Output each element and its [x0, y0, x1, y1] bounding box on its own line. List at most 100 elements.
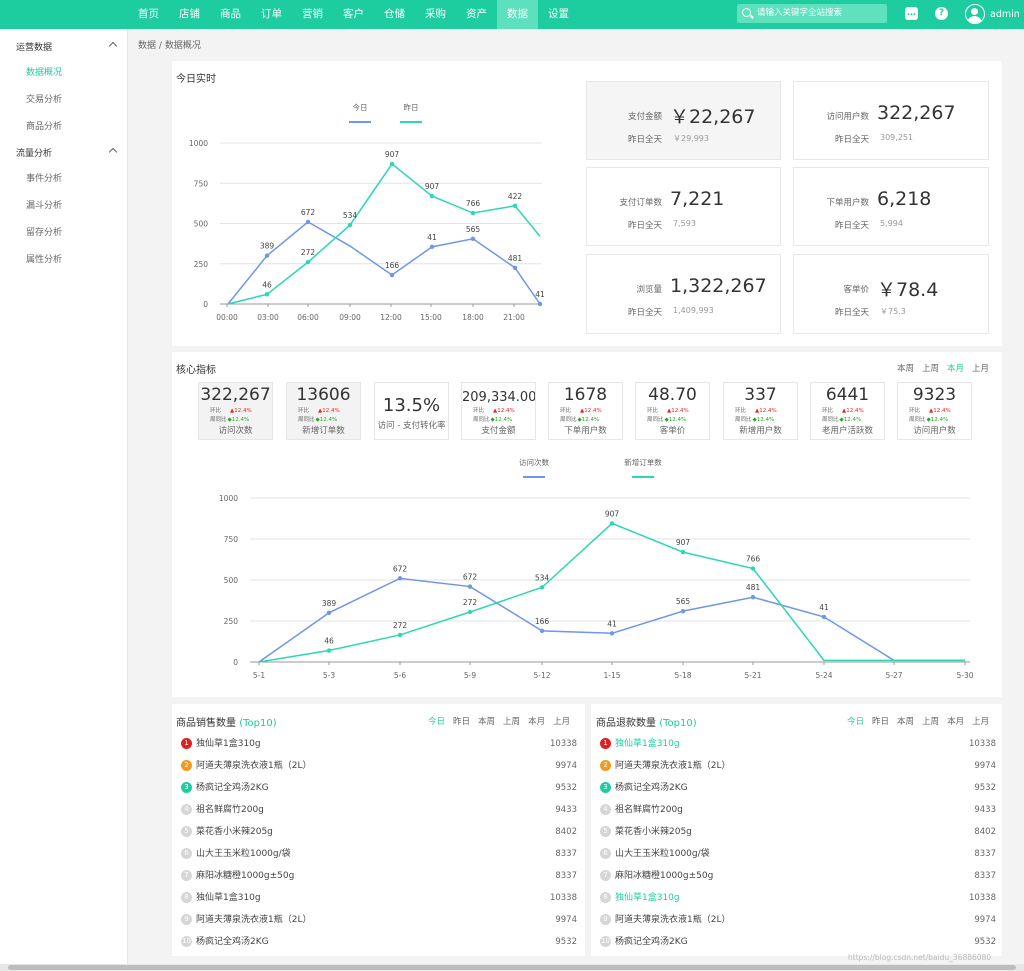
period-tab-0[interactable]: 今日: [847, 717, 865, 727]
nav-item-10[interactable]: 设置: [548, 8, 569, 20]
data-point[interactable]: [305, 259, 311, 265]
kpi-card-5[interactable]: 客单价 ￥78.4 昨日全天 ￥75.3: [793, 254, 989, 334]
rank-row[interactable]: 6 山大王玉米粒1000g/袋 8337: [600, 843, 996, 865]
period-tab-2[interactable]: 本周: [897, 717, 915, 727]
period-tab-5[interactable]: 上月: [972, 717, 990, 727]
period-tab-0[interactable]: 本周: [897, 364, 915, 374]
rank-row[interactable]: 3 杨疯记全鸡汤2KG 9532: [181, 777, 577, 799]
rank-row[interactable]: 3 杨疯记全鸡汤2KG 9532: [600, 777, 996, 799]
metric-card-0[interactable]: 322,267 环比 ▲12.4% 周同比◆12.4% 访问次数: [198, 382, 273, 440]
sidebar-item-goods[interactable]: 商品分析: [26, 122, 63, 132]
rank-row[interactable]: 4 祖名鲜腐竹200g 9433: [181, 799, 577, 821]
rank-row[interactable]: 7 麻阳冰糖橙1000g±50g 8337: [600, 865, 996, 887]
sidebar-item-retention[interactable]: 留存分析: [26, 228, 63, 238]
data-point[interactable]: [467, 584, 473, 589]
nav-item-7[interactable]: 采购: [425, 8, 446, 20]
sidebar-item-overview[interactable]: 数据概况: [26, 68, 63, 78]
data-point[interactable]: [609, 521, 615, 526]
legend-visits[interactable]: 访问次数: [512, 457, 556, 478]
nav-item-4[interactable]: 营销: [302, 8, 323, 20]
kpi-card-2[interactable]: 支付订单数 7,221 昨日全天 7,593: [586, 167, 781, 246]
data-point[interactable]: [389, 272, 395, 278]
rank-row[interactable]: 9 阿道夫薄泉洗衣液1瓶（2L） 9974: [181, 909, 577, 931]
data-point[interactable]: [389, 161, 395, 167]
data-point[interactable]: [512, 265, 518, 270]
period-tab-1[interactable]: 昨日: [453, 717, 471, 727]
legend-today[interactable]: 今日: [345, 102, 375, 123]
sidebar-item-event[interactable]: 事件分析: [26, 174, 63, 184]
data-point[interactable]: [264, 253, 270, 258]
avatar-icon[interactable]: [965, 4, 985, 24]
rank-row[interactable]: 7 麻阳冰糖橙1000g±50g 8337: [181, 865, 577, 887]
search-input[interactable]: 请输入关键字全站搜索: [737, 4, 887, 23]
data-point[interactable]: [750, 595, 756, 600]
kpi-card-4[interactable]: 浏览量 1,322,267 昨日全天 1,409,993: [586, 254, 781, 334]
rank-row[interactable]: 8 独仙草1盒310g 10338: [181, 887, 577, 909]
metric-card-8[interactable]: 9323 环比 ▲12.4% 周同比◆12.4% 访问用户数: [897, 382, 972, 440]
username[interactable]: admin: [990, 9, 1020, 20]
nav-item-0[interactable]: 首页: [138, 8, 159, 20]
period-tab-0[interactable]: 今日: [428, 717, 446, 727]
metric-card-6[interactable]: 337 环比 ▲12.4% 周同比◆12.4% 新增用户数: [723, 382, 798, 440]
legend-yesterday[interactable]: 昨日: [396, 102, 426, 123]
chat-icon[interactable]: …: [905, 7, 918, 20]
kpi-card-1[interactable]: 访问用户数 322,267 昨日全天 309,251: [793, 81, 989, 160]
sidebar-group-traffic[interactable]: 流量分析: [16, 149, 53, 159]
metric-card-2[interactable]: 13.5% 访问 - 支付转化率: [374, 382, 449, 440]
metric-card-1[interactable]: 13606 环比 ▲12.4% 周同比◆12.4% 新增订单数: [286, 382, 361, 440]
data-point[interactable]: [680, 549, 686, 555]
data-point[interactable]: [305, 219, 311, 225]
rank-row[interactable]: 8 独仙草1盒310g 10338: [600, 887, 996, 909]
metric-card-7[interactable]: 6441 环比 ▲12.4% 周同比◆12.4% 老用户活跃数: [810, 382, 885, 440]
data-point[interactable]: [512, 203, 518, 208]
rank-row[interactable]: 10 杨疯记全鸡汤2KG 9532: [181, 931, 577, 953]
rank-row[interactable]: 6 山大王玉米粒1000g/袋 8337: [181, 843, 577, 865]
data-point[interactable]: [429, 193, 435, 199]
data-point[interactable]: [470, 236, 476, 241]
sidebar-group-operations[interactable]: 运营数据: [16, 43, 53, 53]
period-tab-3[interactable]: 上周: [503, 717, 521, 727]
data-point[interactable]: [397, 632, 403, 638]
breadcrumb-root[interactable]: 数据: [138, 41, 157, 51]
data-point[interactable]: [429, 244, 435, 250]
data-point[interactable]: [609, 631, 615, 636]
rank-row[interactable]: 1 独仙草1盒310g 10338: [181, 733, 577, 755]
period-tab-4[interactable]: 本月: [528, 717, 546, 727]
kpi-card-0[interactable]: 支付金额 ￥22,267 昨日全天 ￥29,993: [586, 81, 781, 160]
rank-row[interactable]: 1 独仙草1盒310g 10338: [600, 733, 996, 755]
data-point[interactable]: [397, 576, 403, 581]
data-point[interactable]: [539, 628, 545, 634]
data-point[interactable]: [680, 608, 686, 614]
sidebar-item-trade[interactable]: 交易分析: [26, 95, 63, 105]
data-point[interactable]: [326, 610, 332, 615]
rank-row[interactable]: 2 阿道夫薄泉洗衣液1瓶（2L） 9974: [181, 755, 577, 777]
help-icon[interactable]: ?: [935, 7, 948, 20]
data-point[interactable]: [821, 614, 827, 620]
rank-row[interactable]: 10 杨疯记全鸡汤2KG 9532: [600, 931, 996, 953]
sidebar-item-funnel[interactable]: 漏斗分析: [26, 201, 63, 211]
rank-row[interactable]: 5 菜花香小米辣205g 8402: [181, 821, 577, 843]
period-tab-4[interactable]: 本月: [947, 717, 965, 727]
data-point[interactable]: [467, 609, 473, 615]
rank-row[interactable]: 2 阿道夫薄泉洗衣液1瓶（2L） 9974: [600, 755, 996, 777]
data-point[interactable]: [470, 210, 476, 216]
data-point[interactable]: [264, 292, 270, 297]
rank-row[interactable]: 9 阿道夫薄泉洗衣液1瓶（2L） 9974: [600, 909, 996, 931]
period-tab-1[interactable]: 上周: [922, 364, 940, 374]
kpi-card-3[interactable]: 下单用户数 6,218 昨日全天 5,994: [793, 167, 989, 246]
period-tab-2[interactable]: 本月: [947, 364, 965, 374]
legend-orders[interactable]: 新增订单数: [618, 457, 668, 478]
period-tab-3[interactable]: 上周: [922, 717, 940, 727]
nav-item-2[interactable]: 商品: [220, 8, 241, 20]
nav-item-6[interactable]: 仓储: [384, 8, 405, 20]
chevron-up-icon[interactable]: [108, 147, 118, 157]
metric-card-3[interactable]: 209,334.00 环比 ▲12.4% 周同比◆12.4% 支付金额: [461, 382, 536, 440]
rank-row[interactable]: 5 菜花香小米辣205g 8402: [600, 821, 996, 843]
data-point[interactable]: [326, 648, 332, 653]
nav-item-8[interactable]: 资产: [466, 8, 487, 20]
period-tab-2[interactable]: 本周: [478, 717, 496, 727]
data-point[interactable]: [539, 585, 545, 590]
horizontal-scrollbar[interactable]: [0, 964, 1024, 971]
nav-item-3[interactable]: 订单: [261, 8, 282, 20]
period-tab-3[interactable]: 上月: [972, 364, 990, 374]
